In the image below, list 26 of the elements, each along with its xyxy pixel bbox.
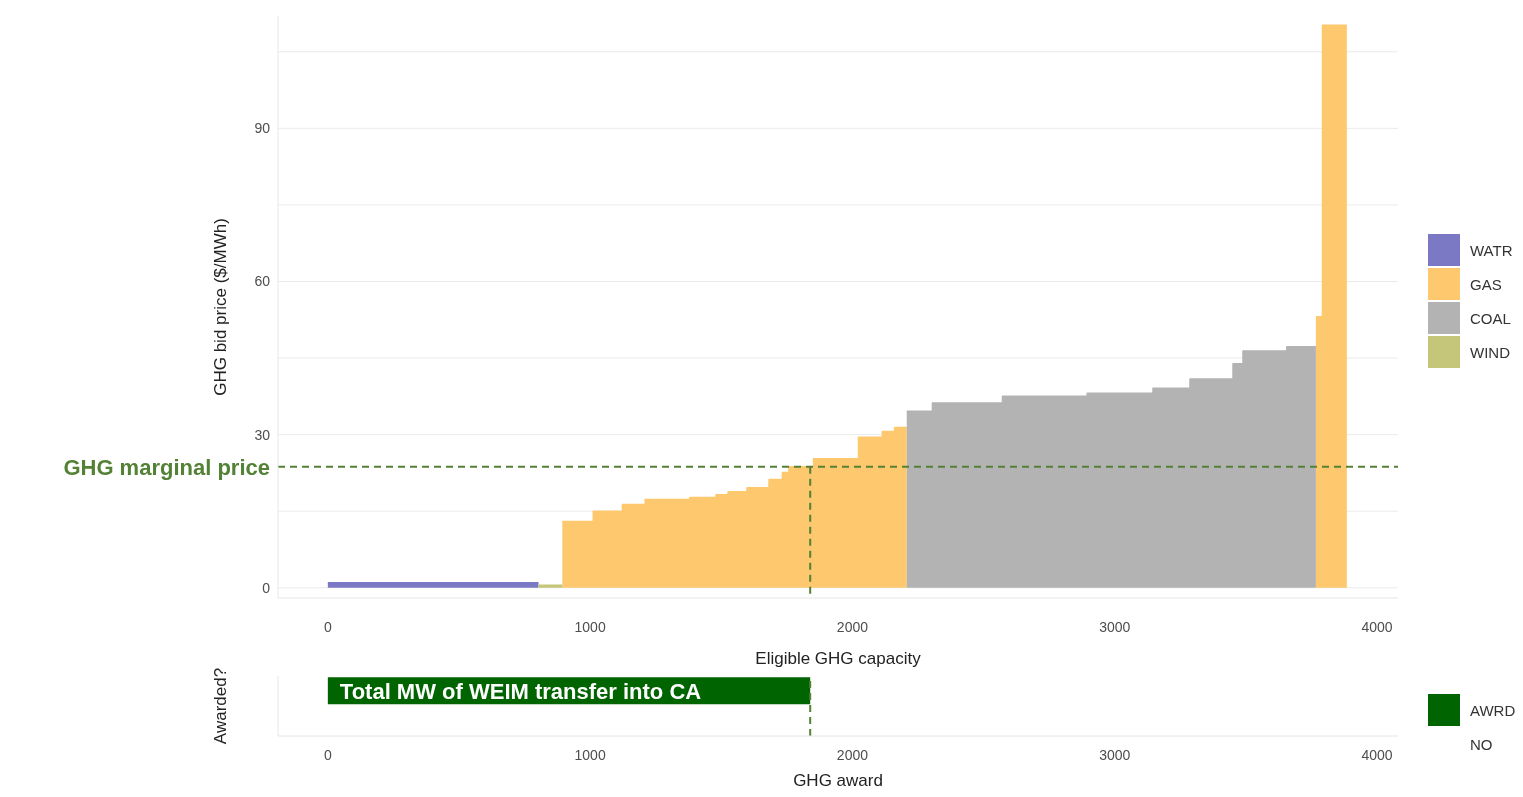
y-tick-label: 60: [254, 273, 271, 290]
legend-label: AWRD: [1470, 701, 1516, 719]
y-axis-title: GHG bid price ($/MWh): [211, 218, 231, 396]
ref-line-label: GHG marginal price: [63, 454, 270, 480]
x-tick-label: 2000: [836, 618, 869, 635]
x-tick-label: 3000: [1099, 746, 1131, 763]
y-tick-label: 30: [254, 426, 271, 443]
legend-label: COAL: [1470, 309, 1511, 327]
x-tick-label: 1000: [574, 746, 606, 763]
x-tick-label: 0: [323, 746, 332, 763]
legend-label: GAS: [1470, 275, 1502, 293]
x-tick-label: 4000: [1361, 746, 1393, 763]
x-axis-title: Eligible GHG capacity: [755, 649, 922, 668]
x-tick-label: 3000: [1099, 618, 1131, 635]
legend-label: WIND: [1470, 343, 1510, 361]
x-tick-label: 1000: [574, 618, 606, 635]
x-tick-label: 2000: [836, 746, 869, 763]
y-axis-title: Awarded?: [211, 667, 231, 745]
y-tick-label: 90: [254, 120, 271, 137]
x-tick-label: 4000: [1361, 618, 1393, 635]
x-tick-label: 0: [323, 618, 332, 635]
annotation: Total MW of WEIM transfer into CA: [339, 678, 702, 704]
y-tick-label: 0: [262, 579, 271, 596]
x-axis-title: GHG award: [793, 771, 883, 790]
text: NO: [1470, 735, 1493, 753]
legend-label: WATR: [1470, 241, 1513, 259]
